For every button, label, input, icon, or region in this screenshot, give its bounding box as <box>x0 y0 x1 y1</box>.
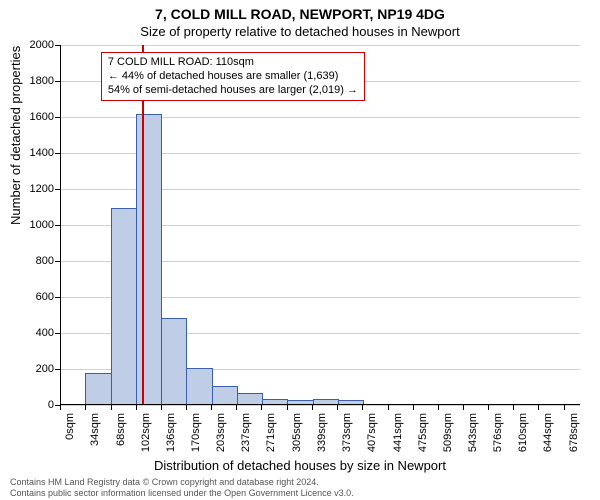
x-tick <box>186 405 187 410</box>
x-tick <box>312 405 313 410</box>
x-tick-label: 509sqm <box>442 413 454 463</box>
y-tick <box>55 81 60 82</box>
y-tick <box>55 153 60 154</box>
x-tick-label: 610sqm <box>517 413 529 463</box>
x-tick-label: 305sqm <box>291 413 303 463</box>
histogram-bar <box>136 114 162 405</box>
y-tick-label: 200 <box>8 363 54 375</box>
credits-line-2: Contains public sector information licen… <box>10 488 354 498</box>
x-tick <box>438 405 439 410</box>
histogram-bar <box>111 208 137 405</box>
x-tick-label: 543sqm <box>467 413 479 463</box>
x-tick-label: 678sqm <box>568 413 580 463</box>
chart-area: 7 COLD MILL ROAD: 110sqm← 44% of detache… <box>60 45 580 405</box>
x-tick <box>261 405 262 410</box>
y-tick-label: 600 <box>8 291 54 303</box>
y-tick-label: 2000 <box>8 39 54 51</box>
histogram-bar <box>338 400 364 405</box>
histogram-bar <box>85 373 111 405</box>
histogram-bar <box>212 386 238 405</box>
gridline <box>60 45 580 46</box>
x-tick-label: 644sqm <box>542 413 554 463</box>
x-tick-label: 136sqm <box>165 413 177 463</box>
x-tick <box>287 405 288 410</box>
y-tick-label: 1600 <box>8 111 54 123</box>
x-tick <box>564 405 565 410</box>
histogram-bar <box>237 393 263 405</box>
y-tick-label: 0 <box>8 399 54 411</box>
x-tick <box>161 405 162 410</box>
y-tick-label: 800 <box>8 255 54 267</box>
x-tick <box>463 405 464 410</box>
x-tick-label: 203sqm <box>215 413 227 463</box>
histogram-bar <box>287 400 313 405</box>
gridline <box>60 405 580 406</box>
y-axis-label: Number of detached properties <box>8 46 23 225</box>
x-tick <box>488 405 489 410</box>
x-tick-label: 170sqm <box>190 413 202 463</box>
x-tick-label: 237sqm <box>240 413 252 463</box>
y-tick <box>55 261 60 262</box>
x-tick <box>236 405 237 410</box>
x-tick <box>413 405 414 410</box>
y-tick-label: 1800 <box>8 75 54 87</box>
histogram-bar <box>262 399 288 405</box>
y-tick <box>55 333 60 334</box>
histogram-bar <box>161 318 187 405</box>
x-tick <box>211 405 212 410</box>
x-tick <box>111 405 112 410</box>
x-tick-label: 441sqm <box>392 413 404 463</box>
x-tick <box>60 405 61 410</box>
histogram-bar <box>313 399 339 405</box>
page-subtitle: Size of property relative to detached ho… <box>0 24 600 39</box>
x-tick-label: 475sqm <box>417 413 429 463</box>
y-tick <box>55 45 60 46</box>
annotation-line: ← 44% of detached houses are smaller (1,… <box>108 70 358 84</box>
x-tick-label: 373sqm <box>341 413 353 463</box>
x-tick-label: 407sqm <box>366 413 378 463</box>
x-tick <box>136 405 137 410</box>
credits: Contains HM Land Registry data © Crown c… <box>10 477 354 498</box>
x-tick-label: 576sqm <box>492 413 504 463</box>
x-tick-label: 68sqm <box>115 413 127 463</box>
x-axis-label: Distribution of detached houses by size … <box>0 458 600 473</box>
x-tick-label: 271sqm <box>265 413 277 463</box>
histogram-bar <box>186 368 212 405</box>
annotation-line: 54% of semi-detached houses are larger (… <box>108 84 358 98</box>
x-tick <box>513 405 514 410</box>
y-tick <box>55 297 60 298</box>
x-tick-label: 0sqm <box>64 413 76 463</box>
x-tick-label: 34sqm <box>89 413 101 463</box>
annotation-line: 7 COLD MILL ROAD: 110sqm <box>108 56 358 70</box>
y-tick <box>55 189 60 190</box>
x-tick <box>538 405 539 410</box>
x-tick-label: 102sqm <box>140 413 152 463</box>
x-tick <box>362 405 363 410</box>
x-tick <box>388 405 389 410</box>
x-tick <box>85 405 86 410</box>
y-tick-label: 1400 <box>8 147 54 159</box>
y-tick <box>55 225 60 226</box>
credits-line-1: Contains HM Land Registry data © Crown c… <box>10 477 354 487</box>
y-tick-label: 1200 <box>8 183 54 195</box>
page-title: 7, COLD MILL ROAD, NEWPORT, NP19 4DG <box>0 6 600 22</box>
x-tick <box>337 405 338 410</box>
annotation-box: 7 COLD MILL ROAD: 110sqm← 44% of detache… <box>101 52 365 101</box>
y-tick <box>55 117 60 118</box>
x-tick-label: 339sqm <box>316 413 328 463</box>
y-tick-label: 1000 <box>8 219 54 231</box>
plot-region: 7 COLD MILL ROAD: 110sqm← 44% of detache… <box>60 45 580 405</box>
y-tick-label: 400 <box>8 327 54 339</box>
y-tick <box>55 369 60 370</box>
